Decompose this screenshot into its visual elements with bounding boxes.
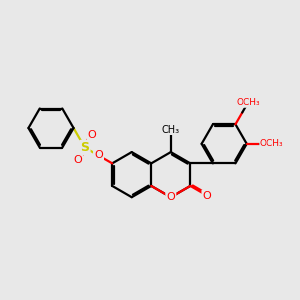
Text: OCH₃: OCH₃	[260, 139, 284, 148]
Text: S: S	[80, 141, 89, 154]
Text: O: O	[94, 151, 103, 160]
Text: OCH₃: OCH₃	[236, 98, 260, 107]
Text: O: O	[202, 190, 211, 200]
Text: O: O	[88, 130, 97, 140]
Text: O: O	[167, 192, 175, 202]
Text: CH₃: CH₃	[162, 124, 180, 134]
Text: O: O	[73, 155, 82, 165]
